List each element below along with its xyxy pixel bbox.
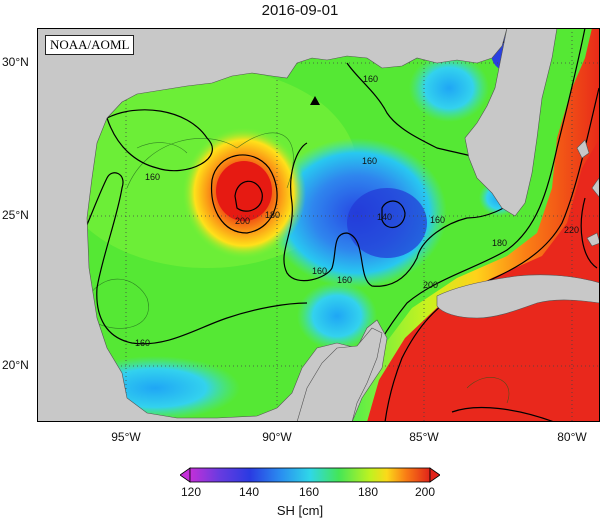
warm-core-eddy-center <box>216 161 272 221</box>
contour-label: 180 <box>492 238 507 248</box>
contour-label: 220 <box>564 225 579 235</box>
contour-label: 160 <box>312 266 327 276</box>
lat-label-25n: 25°N <box>2 208 29 222</box>
contour-160-a <box>106 109 213 172</box>
contour-label: 180 <box>265 210 280 220</box>
colorbar-tick: 160 <box>298 485 320 499</box>
major-contours <box>71 28 600 422</box>
contour-label: 160 <box>145 172 160 182</box>
colorbar-tick: 120 <box>180 485 202 499</box>
yucatan-peninsula <box>296 327 383 422</box>
cuba <box>436 274 600 319</box>
colorbar-tick: 140 <box>238 485 260 499</box>
lon-label-90w: 90°W <box>262 430 292 444</box>
lon-label-85w: 85°W <box>409 430 439 444</box>
station-triangle-icon <box>310 96 320 105</box>
minor-contours <box>86 132 510 404</box>
graticule <box>37 28 600 422</box>
contour-200-eddy <box>210 154 278 234</box>
colorbar-gradient <box>189 467 431 483</box>
contour-label: 160 <box>363 74 378 84</box>
contour-label: 160 <box>337 275 352 285</box>
contour-label: 160 <box>135 338 150 348</box>
lat-label-30n: 30°N <box>2 55 29 69</box>
contour-label: 200 <box>235 216 250 226</box>
colorbar-tick: 200 <box>414 485 436 499</box>
cyclonic-eddy-core <box>347 188 427 258</box>
lon-label-80w: 80°W <box>557 430 587 444</box>
contour-label: 200 <box>423 280 438 290</box>
contour-labels: 160 160 160 160 160 160 160 180 180 200 … <box>135 74 579 348</box>
map-title: 2016-09-01 <box>261 2 339 19</box>
contour-label: 160 <box>362 156 377 166</box>
colorbar-high-arrow <box>429 467 440 483</box>
land <box>37 28 600 422</box>
colorbar-label: SH [cm] <box>276 503 324 518</box>
contour-label: 160 <box>430 215 445 225</box>
florida-peninsula <box>464 28 558 217</box>
sea-height-map: 160 160 160 160 160 160 160 180 180 200 … <box>37 28 600 422</box>
low-sh-campeche <box>297 282 377 350</box>
contour-label: 140 <box>377 212 392 222</box>
credit-label: NOAA/AOML <box>45 35 135 55</box>
colorbar-low-arrow <box>180 467 191 483</box>
lat-label-20n: 20°N <box>2 358 29 372</box>
mexico-us-landmass <box>37 28 508 422</box>
low-sh-northeast <box>409 54 489 122</box>
sh-colorbar <box>180 467 440 483</box>
lon-label-95w: 95°W <box>111 430 141 444</box>
contour-140 <box>381 200 406 229</box>
caribbean-warm-water <box>367 138 600 422</box>
colorbar-tick: 180 <box>357 485 379 499</box>
